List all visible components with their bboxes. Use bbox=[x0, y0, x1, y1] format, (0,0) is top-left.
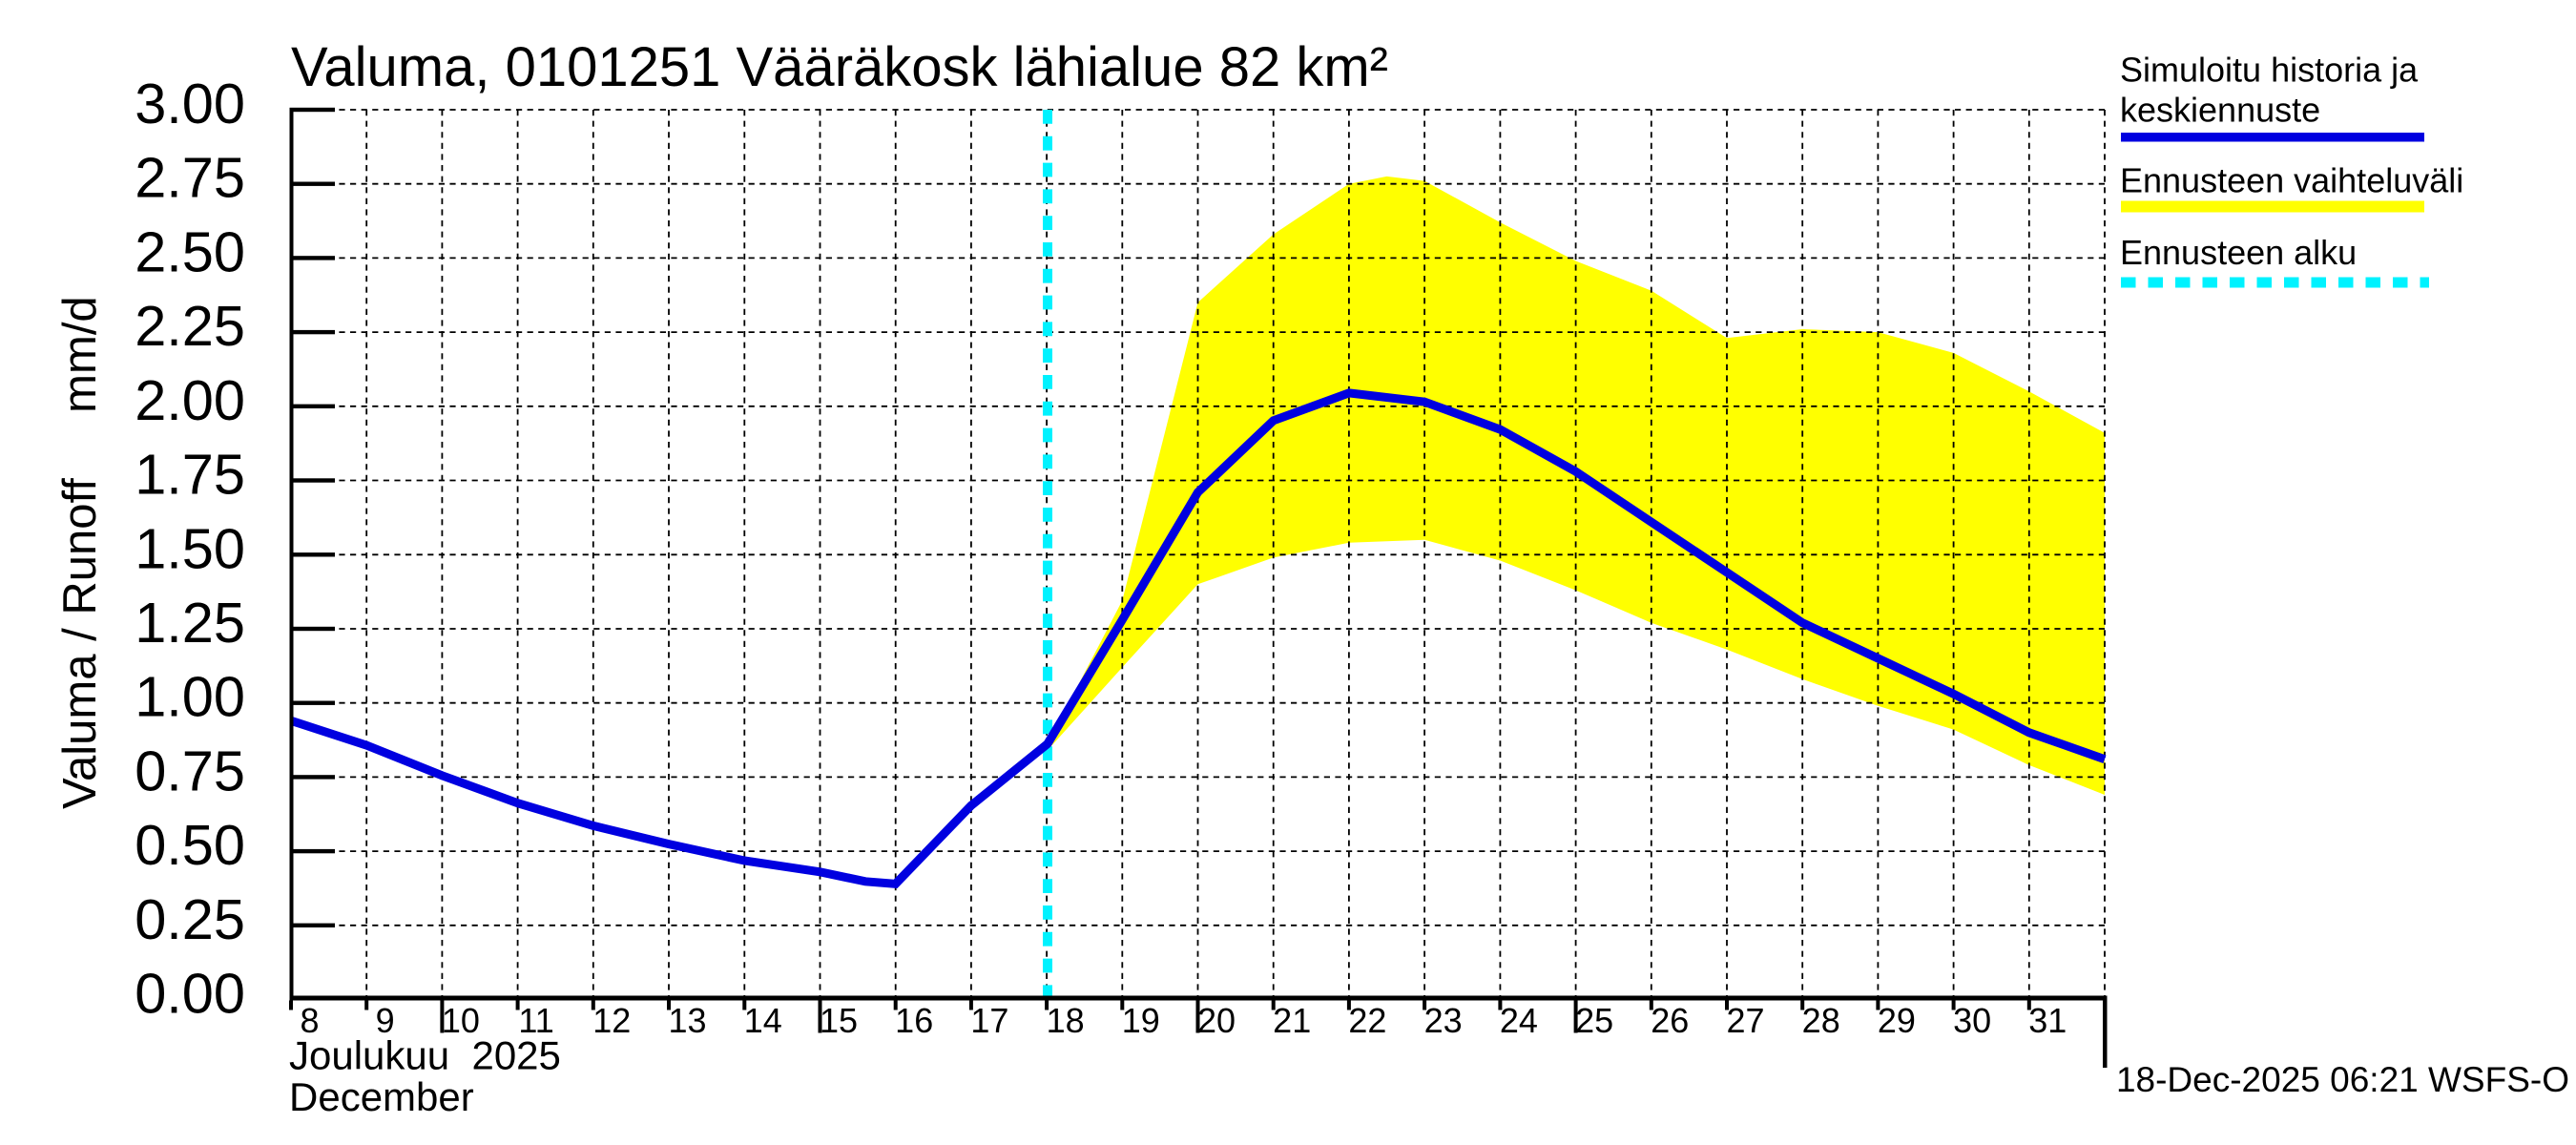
svg-text:31: 31 bbox=[2028, 1001, 2067, 1040]
svg-text:18: 18 bbox=[1047, 1001, 1085, 1040]
svg-text:Valuma, 0101251 Vääräkosk lähi: Valuma, 0101251 Vääräkosk lähialue 82 km… bbox=[291, 36, 1388, 98]
svg-text:1.75: 1.75 bbox=[135, 443, 245, 507]
svg-text:1.25: 1.25 bbox=[135, 591, 245, 655]
svg-text:12: 12 bbox=[592, 1001, 631, 1040]
svg-text:keskiennuste: keskiennuste bbox=[2120, 91, 2320, 130]
svg-text:1.00: 1.00 bbox=[135, 665, 245, 729]
svg-text:18-Dec-2025 06:21 WSFS-O: 18-Dec-2025 06:21 WSFS-O bbox=[2116, 1060, 2569, 1099]
svg-text:15: 15 bbox=[820, 1001, 858, 1040]
svg-text:Simuloitu historia ja: Simuloitu historia ja bbox=[2120, 51, 2419, 90]
svg-text:2.75: 2.75 bbox=[135, 146, 245, 210]
svg-text:25: 25 bbox=[1575, 1001, 1613, 1040]
svg-text:13: 13 bbox=[668, 1001, 706, 1040]
svg-text:0.75: 0.75 bbox=[135, 739, 245, 802]
svg-text:23: 23 bbox=[1424, 1001, 1463, 1040]
svg-text:24: 24 bbox=[1500, 1001, 1538, 1040]
svg-text:10: 10 bbox=[442, 1001, 480, 1040]
svg-text:Ennusteen vaihteluväli: Ennusteen vaihteluväli bbox=[2120, 161, 2463, 200]
svg-text:December: December bbox=[289, 1074, 474, 1119]
svg-text:14: 14 bbox=[744, 1001, 782, 1040]
svg-text:29: 29 bbox=[1878, 1001, 1916, 1040]
svg-text:30: 30 bbox=[1953, 1001, 1991, 1040]
svg-text:Valuma / Runoff mm/d: Valuma / Runoff mm/d bbox=[54, 296, 106, 809]
svg-text:0.00: 0.00 bbox=[135, 962, 245, 1026]
svg-text:28: 28 bbox=[1802, 1001, 1840, 1040]
svg-text:27: 27 bbox=[1726, 1001, 1764, 1040]
svg-text:21: 21 bbox=[1273, 1001, 1311, 1040]
svg-text:16: 16 bbox=[895, 1001, 933, 1040]
svg-text:17: 17 bbox=[970, 1001, 1008, 1040]
svg-text:0.50: 0.50 bbox=[135, 813, 245, 877]
svg-text:20: 20 bbox=[1197, 1001, 1236, 1040]
svg-text:26: 26 bbox=[1651, 1001, 1689, 1040]
svg-text:9: 9 bbox=[376, 1001, 395, 1040]
svg-text:0.25: 0.25 bbox=[135, 887, 245, 951]
svg-text:11: 11 bbox=[518, 1001, 553, 1040]
svg-text:2.50: 2.50 bbox=[135, 219, 245, 283]
svg-text:8: 8 bbox=[300, 1001, 319, 1040]
svg-text:3.00: 3.00 bbox=[135, 72, 245, 135]
svg-text:19: 19 bbox=[1122, 1001, 1160, 1040]
svg-text:Joulukuu 2025: Joulukuu 2025 bbox=[289, 1033, 561, 1078]
svg-text:22: 22 bbox=[1348, 1001, 1386, 1040]
svg-text:Ennusteen alku: Ennusteen alku bbox=[2120, 233, 2357, 272]
svg-text:2.25: 2.25 bbox=[135, 294, 245, 358]
svg-text:1.50: 1.50 bbox=[135, 516, 245, 580]
svg-text:2.00: 2.00 bbox=[135, 368, 245, 432]
